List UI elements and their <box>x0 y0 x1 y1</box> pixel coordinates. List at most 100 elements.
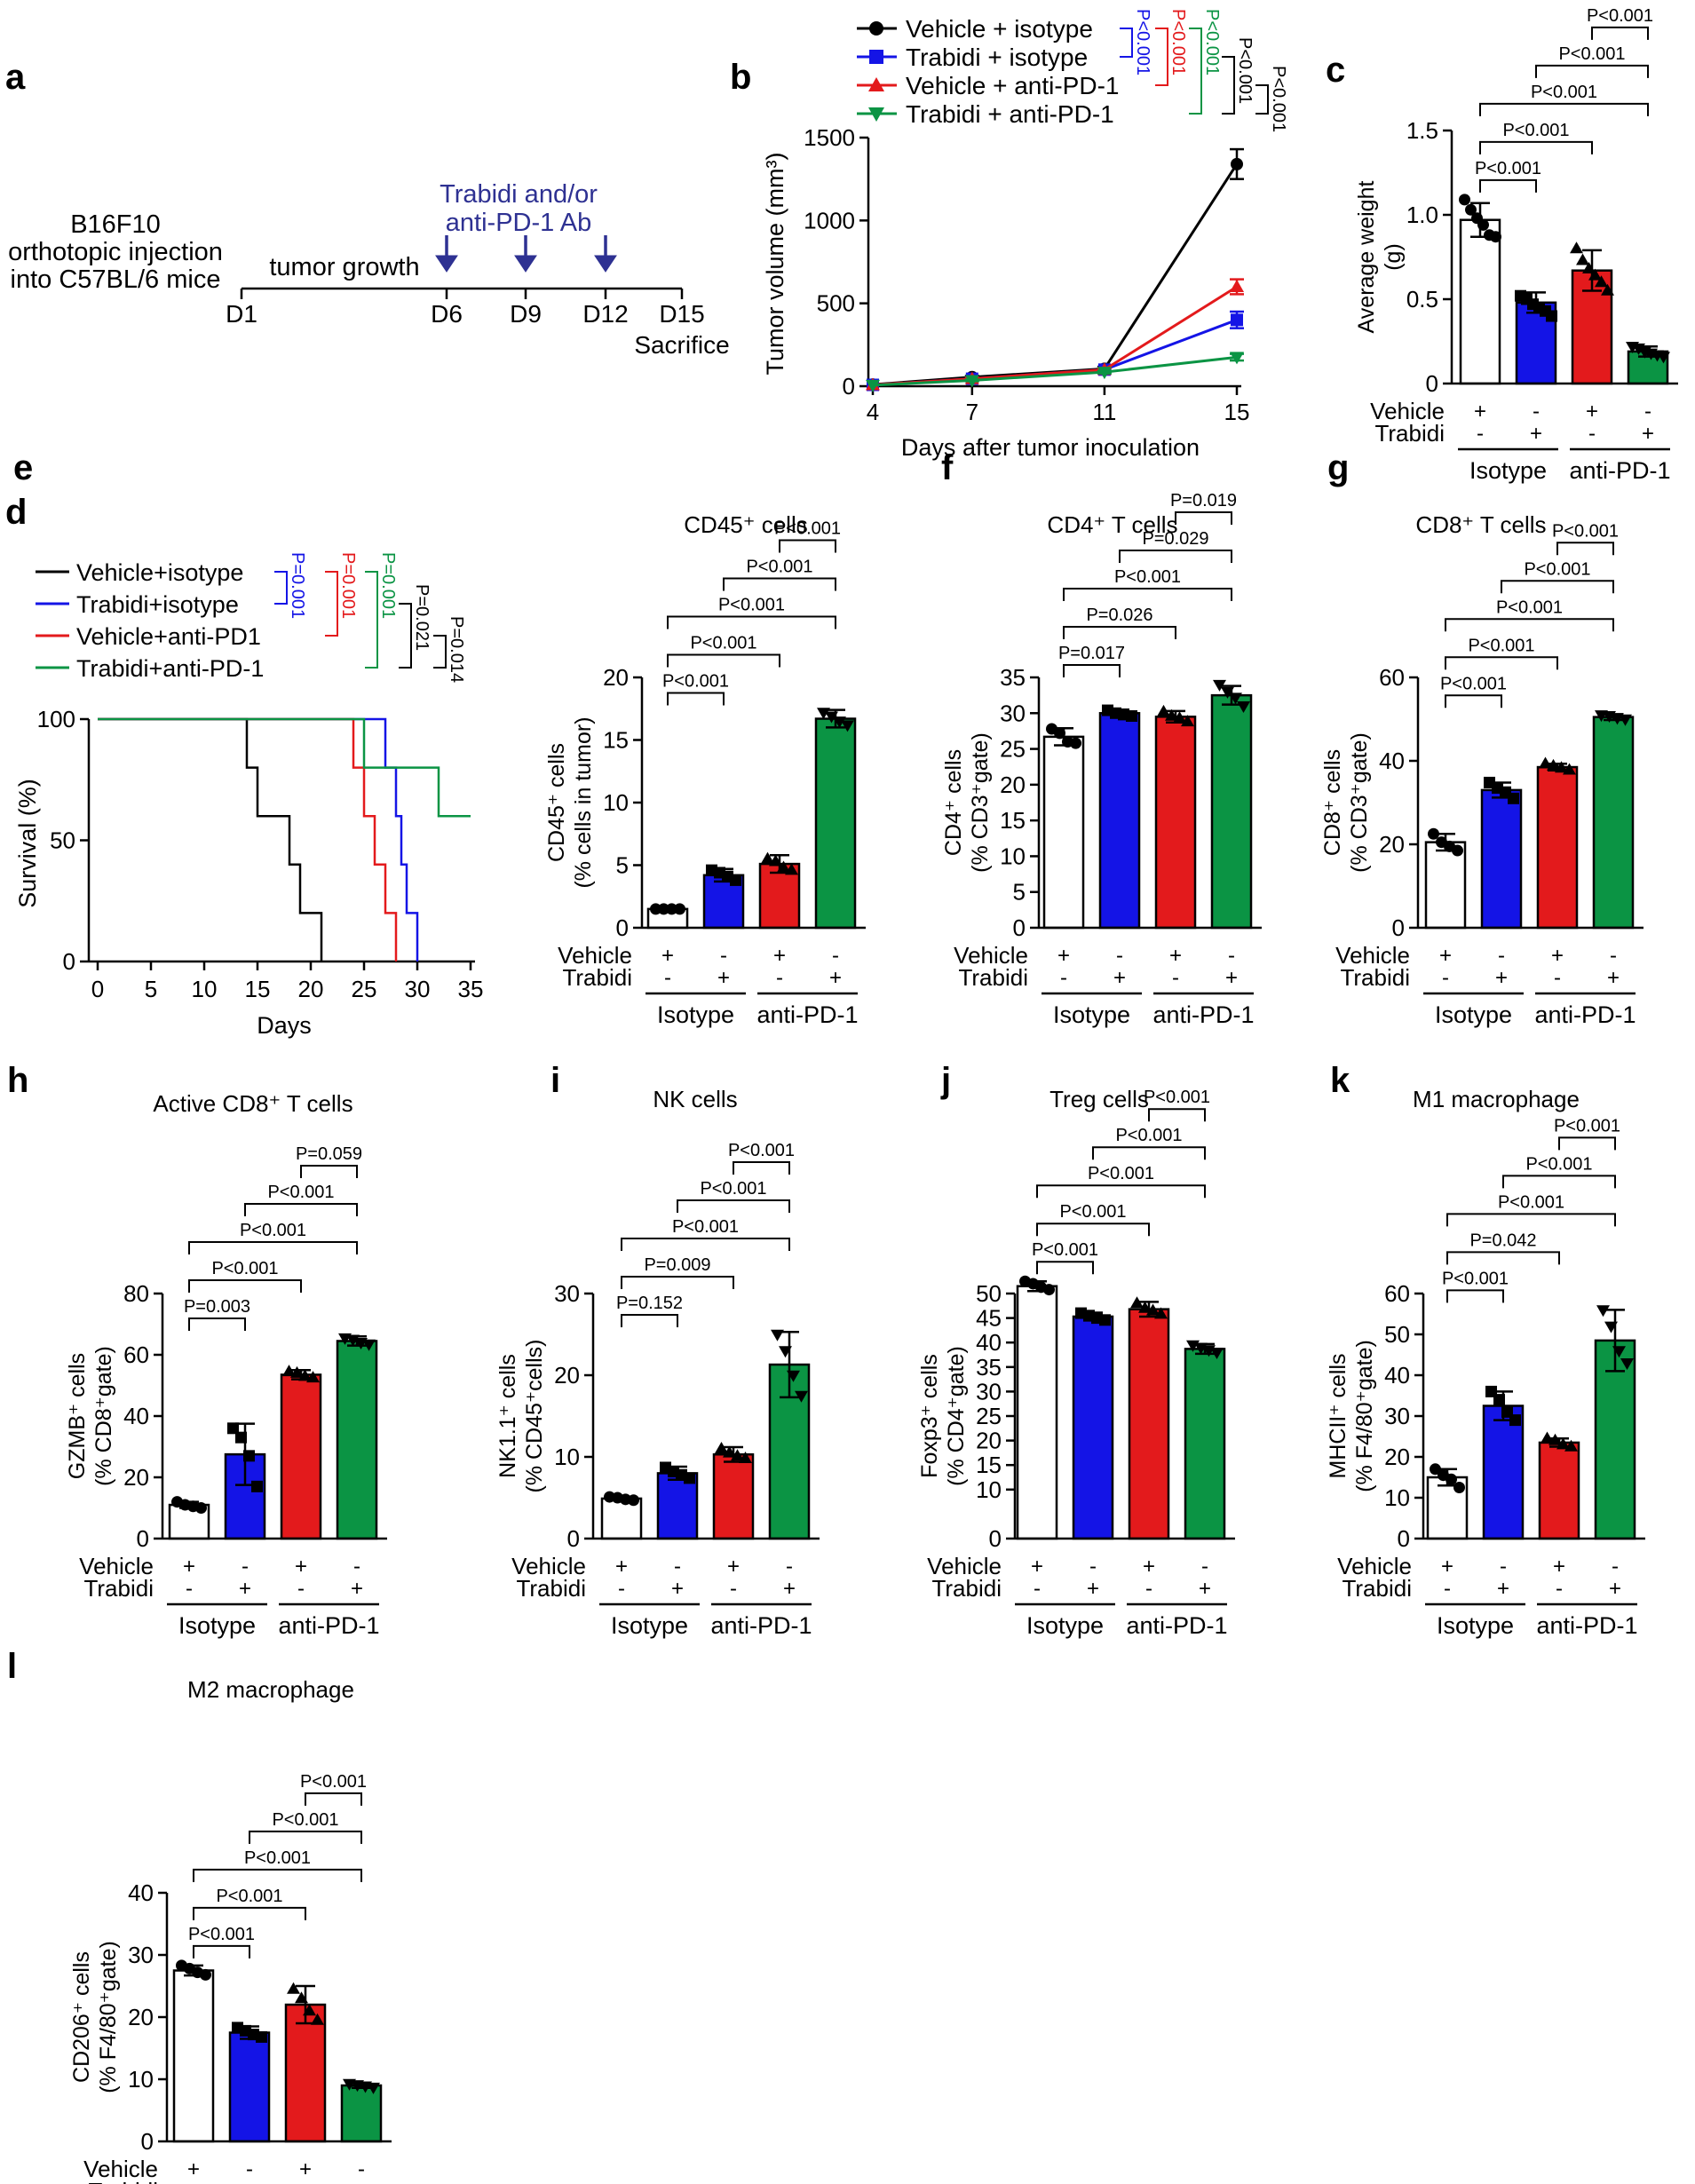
x-tick-label: 7 <box>966 399 978 425</box>
significance-label: P<0.001 <box>211 1259 278 1278</box>
x-tick-label: 0 <box>91 976 104 1002</box>
y-tick-label: 30 <box>1384 1403 1410 1429</box>
data-point <box>825 711 838 724</box>
model-text-3: into C57BL/6 mice <box>11 265 221 294</box>
trabidi-sign: - <box>1554 966 1561 990</box>
x-tick-label: 20 <box>298 976 324 1002</box>
significance-label: P<0.001 <box>1496 597 1563 617</box>
x-tick-label: 25 <box>352 976 377 1002</box>
vehicle-sign: + <box>615 1555 628 1579</box>
significance-bracket <box>1222 56 1235 115</box>
data-point <box>1453 1482 1465 1493</box>
significance-label: P<0.001 <box>718 595 785 614</box>
data-point <box>1596 1305 1610 1318</box>
group-label-isotype: Isotype <box>611 1612 688 1639</box>
trabidi-sign: - <box>730 1577 737 1601</box>
x-tick-label: 15 <box>245 976 271 1002</box>
chart-title: NK cells <box>653 1086 737 1112</box>
legend-marker <box>869 21 883 36</box>
significance-label: P<0.001 <box>1498 1192 1564 1212</box>
y-tick-label: 50 <box>1384 1321 1410 1348</box>
vehicle-sign: - <box>1116 944 1123 968</box>
legend-label: Trabidi + anti-PD-1 <box>906 100 1114 128</box>
bar <box>1016 1285 1058 1540</box>
significance-bracket <box>1119 550 1232 564</box>
significance-bracket <box>733 1161 790 1175</box>
y-tick-label: 20 <box>603 664 629 691</box>
significance-label: P=0.026 <box>1086 605 1152 625</box>
significance-label: P=0.014 <box>447 616 466 683</box>
y-axis-label-line: Foxp3⁺ cells <box>917 1354 942 1478</box>
data-point <box>1556 1437 1570 1450</box>
y-tick-label: 0 <box>137 1525 149 1552</box>
vehicle-sign: + <box>1551 944 1564 968</box>
significance-bracket <box>193 1944 250 1958</box>
row-label-vehicle: Vehicle <box>511 1553 586 1579</box>
significance-label: P<0.001 <box>1168 9 1188 75</box>
trabidi-sign: - <box>664 966 671 990</box>
chart-title: M2 macrophage <box>187 1676 354 1703</box>
row-label-trabidi: Trabidi <box>1340 964 1410 991</box>
day-label: D12 <box>582 300 628 328</box>
significance-label: P<0.001 <box>1442 1269 1509 1288</box>
y-tick-label: 5 <box>1013 879 1026 906</box>
significance-bracket <box>300 1165 358 1179</box>
data-point <box>287 1982 300 1994</box>
data-point <box>346 1334 360 1347</box>
significance-label: P<0.001 <box>1235 37 1255 104</box>
data-point <box>1097 367 1112 380</box>
significance-bracket <box>365 571 378 669</box>
y-tick-label: 0 <box>141 2128 154 2155</box>
data-point <box>1452 844 1463 857</box>
bar <box>1592 716 1635 930</box>
x-tick-label: 4 <box>867 399 879 425</box>
trabidi-sign: - <box>776 966 783 990</box>
chart-title: M1 macrophage <box>1413 1086 1580 1112</box>
row-label-trabidi: Trabidi <box>931 1575 1002 1602</box>
y-axis-label: Average weight(g) <box>1354 181 1406 334</box>
significance-label: P<0.001 <box>1558 44 1625 64</box>
trabidi-sign: - <box>1444 1577 1451 1601</box>
row-label-vehicle: Vehicle <box>1337 1553 1412 1579</box>
data-point <box>1541 1431 1554 1444</box>
data-point <box>1508 792 1519 804</box>
y-axis-label-line: (% CD4⁺gate) <box>944 1346 969 1486</box>
significance-bracket <box>779 539 836 553</box>
panel-g: g CD8⁺ T cells 0 20 40 60 CD8⁺ cells(% CD3⁺gat… <box>1320 448 1644 1028</box>
significance-bracket <box>621 1314 678 1327</box>
trabidi-sign: - <box>1060 966 1067 990</box>
data-point <box>1509 1414 1521 1427</box>
y-tick-label: 40 <box>1384 1362 1410 1389</box>
data-point <box>1547 758 1560 771</box>
data-point <box>1601 283 1614 296</box>
significance-bracket <box>193 1868 362 1882</box>
legend-label: Vehicle+anti-PD1 <box>76 623 261 650</box>
significance-bracket <box>1558 1136 1616 1151</box>
row-label-vehicle: Vehicle <box>83 2156 158 2182</box>
data-point <box>1221 686 1234 699</box>
data-point <box>1430 1463 1441 1476</box>
significance-bracket <box>433 635 447 669</box>
treatment-text-1: Trabidi and/or <box>440 180 598 209</box>
panel-h: h Active CD8⁺ T cells 0 20 40 60 80 GZMB⁺ cells… <box>7 1061 387 1639</box>
data-point <box>1546 310 1557 322</box>
y-axis-label-line: (% CD45⁺cells) <box>522 1340 547 1493</box>
significance-bracket <box>1591 26 1649 40</box>
y-tick-label: 50 <box>976 1280 1002 1307</box>
bar <box>336 1340 378 1540</box>
data-point <box>1612 1346 1626 1358</box>
y-tick-label: 1.0 <box>1406 202 1438 228</box>
significance-bracket <box>667 692 725 706</box>
significance-bracket <box>621 1238 790 1251</box>
significance-label: P<0.001 <box>1115 1126 1182 1145</box>
significance-label: P<0.001 <box>1502 121 1569 140</box>
data-point <box>311 2013 324 2025</box>
x-axis-label: Days <box>257 1012 312 1039</box>
data-point <box>1428 827 1439 840</box>
y-tick-label: 30 <box>976 1378 1002 1405</box>
vehicle-sign: - <box>1089 1555 1097 1579</box>
data-point <box>1231 313 1243 327</box>
data-point <box>256 2030 267 2043</box>
day-label: D9 <box>510 300 542 328</box>
